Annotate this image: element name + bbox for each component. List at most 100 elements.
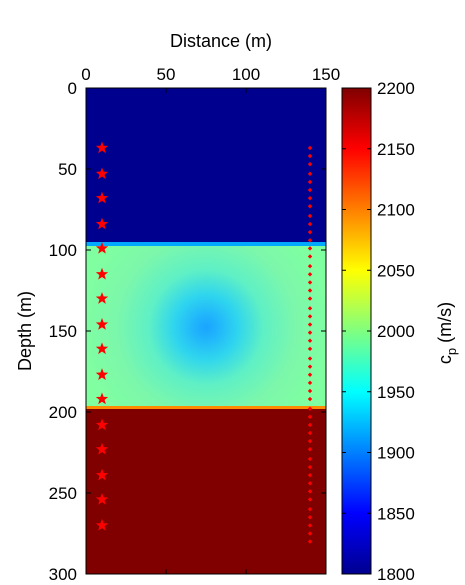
y-tick-label: 100 (49, 241, 77, 260)
x-tick-label: 50 (157, 65, 176, 84)
colorbar-tick-label: 1850 (377, 504, 415, 523)
source-star (95, 392, 109, 405)
source-star (95, 468, 109, 481)
colorbar-tick-label: 1800 (377, 565, 415, 584)
x-axis-title: Distance (m) (170, 31, 272, 51)
source-star (95, 191, 109, 204)
receiver-dot (307, 264, 313, 269)
receiver-dot (307, 171, 313, 177)
source-star (95, 167, 109, 180)
receiver-dot (307, 314, 313, 319)
y-axis-title: Depth (m) (15, 291, 35, 371)
heatmap-plot (86, 88, 326, 574)
receiver-dot (307, 213, 313, 219)
source-markers (95, 141, 109, 531)
y-tick-label: 300 (49, 565, 77, 584)
receiver-dot (307, 187, 313, 193)
colorbar-label-units: (m/s) (435, 302, 455, 348)
source-star (95, 217, 109, 230)
receiver-dot (307, 380, 313, 386)
colorbar (341, 87, 372, 575)
receiver-dot (307, 481, 313, 486)
source-star (95, 342, 109, 355)
y-tick-label: 200 (49, 403, 77, 422)
source-star (95, 492, 109, 505)
receiver-dot (307, 438, 313, 444)
colorbar-tick-label: 2000 (377, 322, 415, 341)
receiver-dot (307, 330, 313, 335)
receiver-dot (307, 372, 313, 377)
receiver-dot (307, 388, 313, 394)
x-axis-ticks: 0 50 100 150 (81, 65, 340, 574)
receiver-dot (307, 346, 313, 352)
receiver-dot (307, 356, 313, 361)
receiver-dot (307, 430, 313, 436)
colorbar-label-subscript: p (444, 348, 459, 355)
receiver-dot (307, 272, 313, 277)
x-tick-label: 100 (232, 65, 260, 84)
colorbar-tick-label: 2050 (377, 261, 415, 280)
receiver-dot (307, 396, 313, 402)
colorbar-tick-label: 1900 (377, 444, 415, 463)
x-tick-label: 0 (81, 65, 90, 84)
receiver-dot (307, 338, 313, 343)
interface-lower (86, 406, 326, 409)
colorbar-tick-label: 2200 (377, 79, 415, 98)
receiver-dot (307, 296, 313, 301)
receiver-dot (307, 456, 313, 462)
receiver-dot (307, 531, 313, 536)
source-star (95, 368, 109, 380)
source-star (95, 442, 109, 455)
receiver-dot (307, 221, 313, 227)
y-tick-label: 0 (68, 79, 77, 98)
receiver-dot (307, 414, 313, 420)
y-axis-ticks: 0 50 100 150 200 250 300 (49, 79, 326, 584)
colorbar-tick-label: 2150 (377, 140, 415, 159)
receiver-dot (307, 288, 313, 293)
colorbar-tick-label: 1950 (377, 383, 415, 402)
colorbar-label-base: c (435, 355, 455, 364)
receiver-dot (307, 254, 313, 259)
colorbar-ticks: 1800 1850 1900 1950 2000 2050 2100 2150 2200 (342, 79, 415, 584)
receiver-dot (307, 145, 313, 151)
receiver-dot (307, 464, 313, 470)
receiver-dot (307, 204, 313, 209)
colorbar-tick-label: 2100 (377, 201, 415, 220)
receiver-markers (307, 145, 313, 544)
receiver-dot (307, 322, 313, 327)
source-star (95, 141, 109, 154)
receiver-dot (307, 489, 313, 494)
receiver-dot (307, 153, 313, 159)
colorbar-label: cp (m/s) (435, 302, 459, 364)
source-star (95, 318, 109, 330)
x-tick-label: 150 (312, 65, 340, 84)
layer-bottom-high-velocity (86, 408, 326, 574)
receiver-dot (307, 406, 313, 411)
source-star (95, 518, 109, 531)
receiver-dot (307, 238, 313, 243)
receiver-dot (307, 447, 313, 452)
receiver-dot (307, 539, 313, 544)
y-tick-label: 250 (49, 484, 77, 503)
receiver-dot (307, 515, 313, 520)
receiver-dot (307, 229, 313, 235)
receiver-dot (307, 497, 313, 502)
source-star (95, 418, 109, 431)
receiver-dot (307, 364, 313, 369)
receiver-dot (307, 472, 313, 478)
layer-top-low-velocity (86, 88, 326, 245)
source-star (95, 267, 109, 280)
receiver-dot (307, 422, 313, 428)
y-tick-label: 150 (49, 322, 77, 341)
receiver-dot (307, 507, 313, 512)
receiver-dot (307, 195, 313, 201)
receiver-dot (307, 161, 313, 167)
receiver-dot (307, 246, 313, 251)
y-tick-label: 50 (58, 160, 77, 179)
receiver-dot (307, 179, 313, 185)
receiver-dot (307, 280, 313, 285)
receiver-dot (307, 523, 313, 528)
source-star (95, 241, 109, 254)
layer-middle (86, 245, 326, 408)
